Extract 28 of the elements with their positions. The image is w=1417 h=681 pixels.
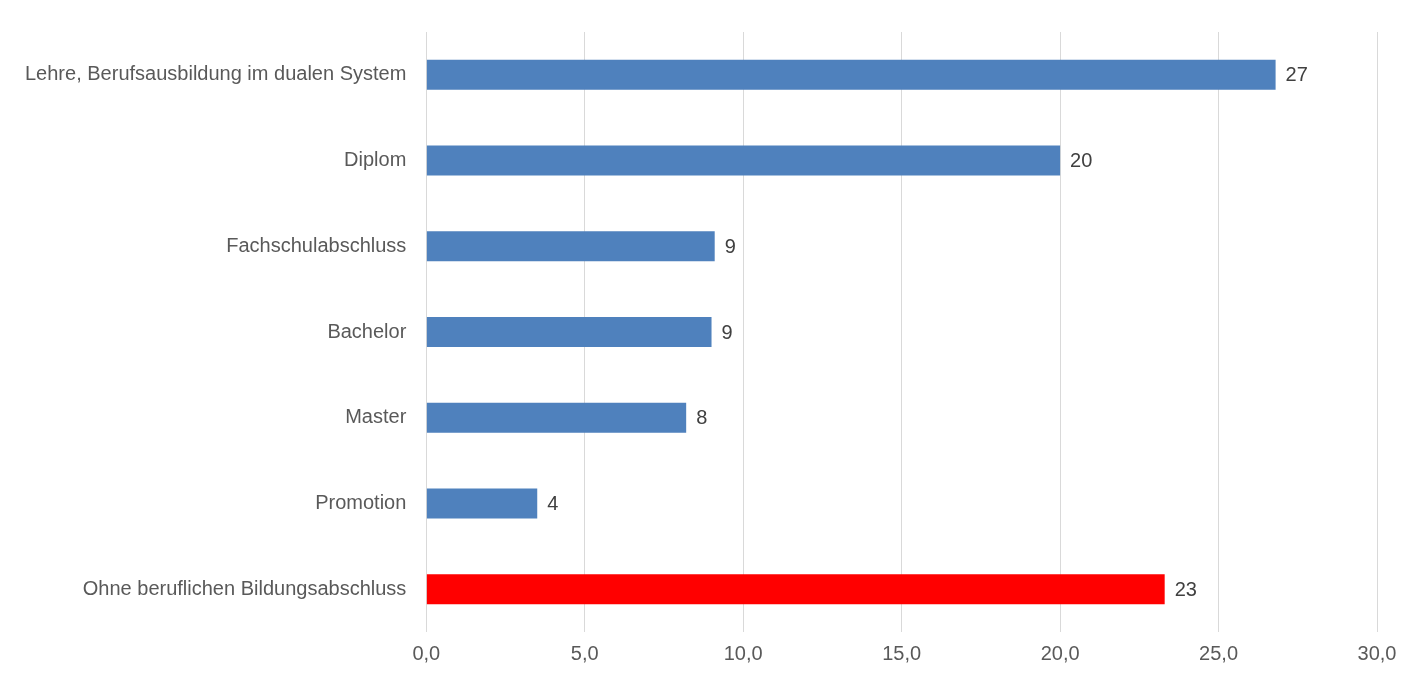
y-tick-label: Lehre, Berufsausbildung im dualen System xyxy=(25,62,407,85)
x-tick-label: 15,0 xyxy=(882,641,922,664)
bar xyxy=(426,317,712,347)
y-tick-label: Fachschulabschluss xyxy=(226,233,407,256)
x-tick-label: 10,0 xyxy=(723,641,763,664)
y-tick-label: Ohne beruflichen Bildungsabschluss xyxy=(82,576,407,599)
y-tick-label: Master xyxy=(345,405,407,428)
bar xyxy=(426,145,1061,176)
bar xyxy=(426,59,1276,90)
x-tick-label: 0,0 xyxy=(412,641,441,664)
data-label: 23 xyxy=(1174,577,1197,600)
y-tick-label: Bachelor xyxy=(327,319,407,342)
x-tick-label: 30,0 xyxy=(1357,641,1397,664)
data-label: 9 xyxy=(724,234,736,257)
x-tick-label: 5,0 xyxy=(570,641,599,664)
data-label: 8 xyxy=(696,406,708,429)
bar xyxy=(426,231,715,262)
data-label: 4 xyxy=(547,491,559,514)
data-label: 27 xyxy=(1285,63,1308,86)
bar xyxy=(426,488,538,519)
y-tick-label: Promotion xyxy=(315,490,407,513)
bar xyxy=(426,574,1165,605)
data-label: 9 xyxy=(721,320,733,343)
bar xyxy=(426,402,687,433)
x-tick-label: 20,0 xyxy=(1040,641,1080,664)
data-label: 20 xyxy=(1070,149,1093,172)
y-tick-label: Diplom xyxy=(344,148,407,171)
x-tick-label: 25,0 xyxy=(1199,641,1239,664)
